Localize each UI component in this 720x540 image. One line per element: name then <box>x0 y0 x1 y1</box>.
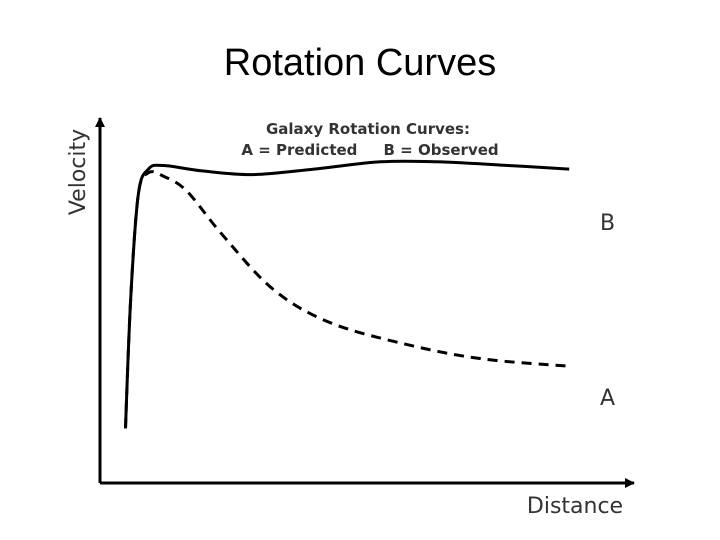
chart-title: Galaxy Rotation Curves: <box>266 120 470 138</box>
slide-title: Rotation Curves <box>223 42 497 84</box>
series-a-line <box>124 170 570 429</box>
y-axis-label: Velocity <box>66 129 91 215</box>
series-a-label: A <box>600 386 615 411</box>
x-axis-label: Distance <box>527 494 623 519</box>
series-b-label: B <box>600 211 615 236</box>
series-b-line <box>124 159 570 429</box>
chart-subtitle: A = Predicted B = Observed <box>241 141 498 159</box>
